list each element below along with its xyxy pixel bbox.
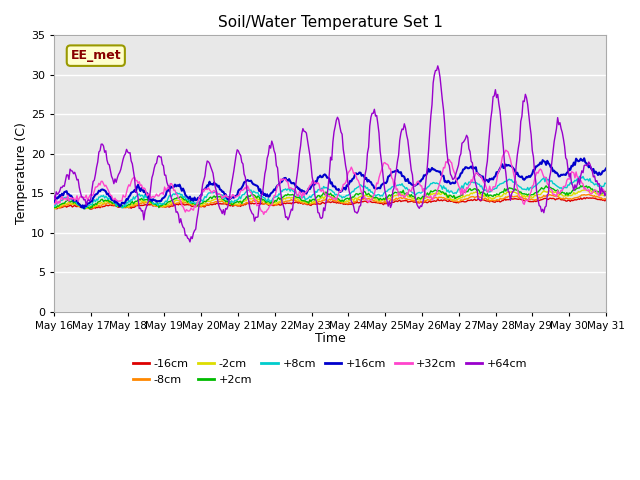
Title: Soil/Water Temperature Set 1: Soil/Water Temperature Set 1: [218, 15, 442, 30]
Y-axis label: Temperature (C): Temperature (C): [15, 122, 28, 225]
X-axis label: Time: Time: [315, 332, 346, 345]
Legend: -16cm, -8cm, -2cm, +2cm, +8cm, +16cm, +32cm, +64cm: -16cm, -8cm, -2cm, +2cm, +8cm, +16cm, +3…: [128, 355, 532, 389]
Text: EE_met: EE_met: [70, 49, 121, 62]
